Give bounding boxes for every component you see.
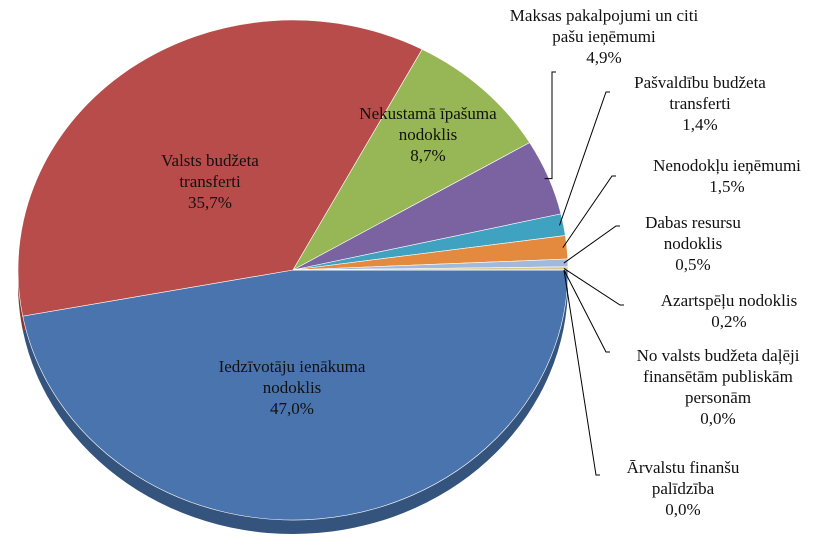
label-name: Pašvaldību budžeta transferti [634, 73, 766, 113]
label-value: 35,7% [188, 193, 232, 212]
label-name: No valsts budžeta daļēji finansētām publ… [636, 346, 800, 407]
label-value: 1,5% [709, 177, 745, 196]
label-name: Nekustamā īpašuma nodoklis [359, 104, 497, 144]
label-value: 1,4% [682, 115, 718, 134]
leader-line [563, 225, 620, 264]
data-label: Nenodokļu ieņēmumi 1,5% [622, 155, 832, 197]
label-name: Nenodokļu ieņēmumi [653, 156, 801, 175]
data-label: Nekustamā īpašuma nodoklis 8,7% [333, 103, 523, 166]
label-value: 4,9% [586, 48, 622, 67]
label-value: 47,0% [270, 399, 314, 418]
label-value: 0,5% [675, 255, 711, 274]
label-value: 8,7% [410, 146, 446, 165]
label-name: Maksas pakalpojumi un citi pašu ieņēmumi [509, 6, 699, 46]
label-name: Ārvalstu finanšu palīdzība [626, 458, 740, 498]
data-label: No valsts budžeta daļēji finansētām publ… [613, 345, 823, 429]
data-label: Dabas resursu nodoklis 0,5% [628, 212, 758, 275]
leader-line [563, 269, 610, 353]
slice [292, 48, 531, 271]
slice [17, 19, 423, 317]
label-name: Dabas resursu nodoklis [645, 213, 741, 253]
data-label: Ārvalstu finanšu palīdzība 0,0% [608, 457, 758, 520]
leader-line [562, 175, 616, 248]
label-value: 0,0% [700, 409, 736, 428]
label-name: Valsts budžeta transferti [161, 151, 259, 191]
data-label: Pašvaldību budžeta transferti 1,4% [610, 72, 790, 135]
label-value: 0,0% [665, 500, 701, 519]
slice [22, 269, 569, 521]
leader-line [544, 71, 556, 180]
data-label: Maksas pakalpojumi un citi pašu ieņēmumi… [499, 5, 709, 68]
leader-line [563, 268, 624, 306]
data-label: Valsts budžeta transferti 35,7% [140, 150, 280, 213]
label-name: Iedzīvotāju ienākuma nodoklis [218, 357, 366, 397]
leader-line [563, 269, 600, 476]
data-label: Azartspēļu nodoklis 0,2% [629, 290, 829, 332]
label-name: Azartspēļu nodoklis [660, 291, 798, 310]
label-value: 0,2% [711, 312, 747, 331]
leader-line [559, 91, 610, 226]
data-label: Iedzīvotāju ienākuma nodoklis 47,0% [192, 356, 392, 419]
